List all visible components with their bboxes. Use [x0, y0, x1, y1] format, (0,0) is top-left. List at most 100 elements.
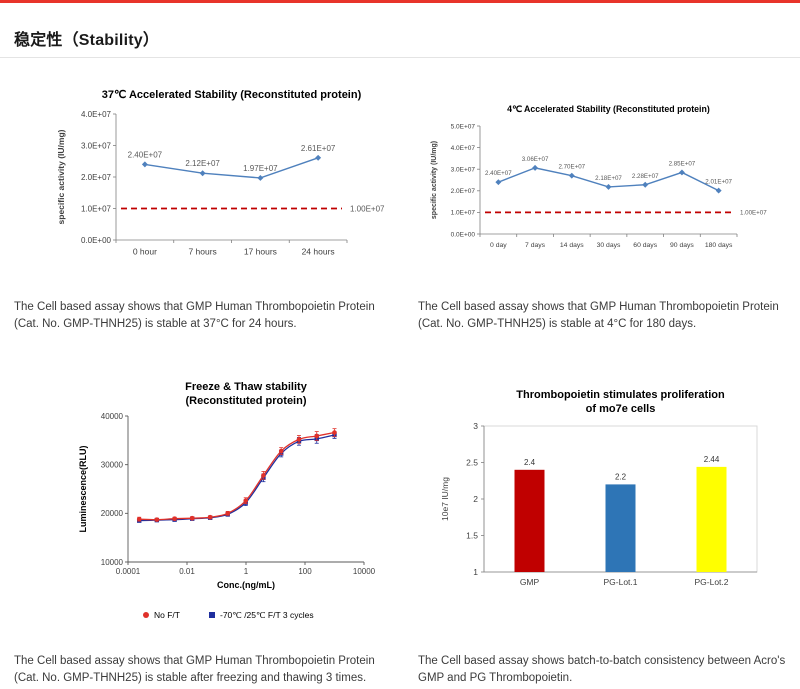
svg-text:14 days: 14 days	[560, 242, 584, 249]
svg-text:0.0E+00: 0.0E+00	[81, 236, 112, 245]
svg-text:7 days: 7 days	[525, 242, 546, 249]
svg-text:2.01E+07: 2.01E+07	[705, 179, 732, 186]
svg-text:30000: 30000	[101, 460, 124, 469]
svg-text:0.0001: 0.0001	[116, 567, 141, 576]
svg-text:GMP: GMP	[520, 577, 540, 587]
svg-text:1.5: 1.5	[466, 531, 478, 541]
svg-text:10000: 10000	[101, 558, 124, 567]
svg-text:-70℃ /25℃ F/T 3 cycles: -70℃ /25℃ F/T 3 cycles	[220, 610, 314, 620]
svg-text:2.12E+07: 2.12E+07	[185, 159, 220, 168]
svg-text:2.28E+07: 2.28E+07	[632, 173, 659, 180]
svg-text:3.0E+07: 3.0E+07	[81, 141, 112, 150]
data-point-marker	[315, 154, 322, 161]
svg-text:2.44: 2.44	[704, 455, 720, 464]
svg-text:4.0E+07: 4.0E+07	[81, 110, 112, 119]
caption-37c-stability: The Cell based assay shows that GMP Huma…	[14, 301, 375, 331]
svg-text:24 hours: 24 hours	[302, 247, 335, 257]
bar-PG-Lot.2	[696, 466, 727, 572]
chart-svg-freeze-thaw: Freeze & Thaw stability (Reconstituted pr…	[78, 381, 376, 620]
svg-text:1.00E+07: 1.00E+07	[740, 210, 767, 217]
svg-text:of mo7e cells: of mo7e cells	[586, 403, 656, 415]
caption-freeze-thaw: The Cell based assay shows that GMP Huma…	[14, 655, 375, 685]
svg-text:17 hours: 17 hours	[244, 247, 277, 257]
svg-text:4℃ Accelerated Stability (Rec: 4℃ Accelerated Stability (Reconstituted …	[507, 104, 710, 114]
svg-text:2.18E+07: 2.18E+07	[595, 175, 622, 182]
data-point-marker	[642, 181, 649, 188]
data-point-marker	[532, 164, 539, 171]
svg-text:0 day: 0 day	[490, 242, 507, 249]
svg-text:2.0E+07: 2.0E+07	[451, 188, 476, 195]
legend-marker-circle	[143, 612, 149, 618]
svg-text:specific activity (IU/mg): specific activity (IU/mg)	[56, 129, 66, 224]
svg-text:(Reconstituted protein): (Reconstituted protein)	[186, 395, 307, 407]
svg-text:0.0E+00: 0.0E+00	[451, 231, 476, 238]
svg-text:specific activity (IU/mg): specific activity (IU/mg)	[431, 141, 438, 219]
svg-text:37℃ Accelerated Stability (Rec: 37℃ Accelerated Stability (Reconstituted…	[102, 89, 362, 101]
data-point-marker	[678, 169, 685, 176]
chart-svg-batch-consistency: Thrombopoietin stimulates proliferation o…	[440, 389, 758, 587]
svg-text:2.40E+07: 2.40E+07	[485, 170, 512, 177]
chart-svg-stability-37c: 37℃ Accelerated Stability (Reconstituted…	[56, 89, 385, 257]
svg-text:7 hours: 7 hours	[188, 247, 216, 257]
data-point-marker	[257, 174, 264, 181]
svg-text:2.0E+07: 2.0E+07	[81, 173, 112, 182]
bar-PG-Lot.1	[605, 484, 636, 572]
svg-text:180 days: 180 days	[705, 242, 733, 249]
svg-text:PG-Lot.1: PG-Lot.1	[603, 577, 637, 587]
svg-text:0.01: 0.01	[179, 567, 195, 576]
data-point-marker	[141, 161, 148, 168]
svg-text:1.0E+07: 1.0E+07	[451, 210, 476, 217]
svg-text:3.0E+07: 3.0E+07	[451, 167, 476, 174]
page-title: 稳定性（Stability）	[14, 32, 160, 49]
svg-text:0 hour: 0 hour	[133, 247, 157, 257]
svg-text:Luminescence(RLU): Luminescence(RLU)	[78, 445, 88, 532]
chart-freeze-thaw-stability: Freeze & Thaw stability (Reconstituted pr…	[72, 376, 380, 631]
svg-text:PG-Lot.2: PG-Lot.2	[694, 577, 728, 587]
svg-text:2.70E+07: 2.70E+07	[558, 164, 585, 171]
section-divider	[0, 57, 800, 58]
svg-text:Freeze & Thaw stability: Freeze & Thaw stability	[185, 381, 308, 393]
bar-GMP	[514, 469, 545, 572]
data-point-marker	[495, 179, 502, 186]
svg-text:2.2: 2.2	[615, 472, 627, 481]
svg-text:3: 3	[473, 421, 478, 431]
svg-text:2: 2	[473, 494, 478, 504]
svg-text:3.06E+07: 3.06E+07	[522, 156, 549, 163]
svg-text:10000: 10000	[353, 567, 376, 576]
svg-text:100: 100	[298, 567, 312, 576]
legend-marker-square	[209, 612, 215, 618]
svg-text:10e7 IU/mg: 10e7 IU/mg	[440, 477, 450, 521]
svg-text:30 days: 30 days	[597, 242, 621, 249]
svg-text:2.85E+07: 2.85E+07	[669, 160, 696, 167]
svg-text:No F/T: No F/T	[154, 610, 180, 620]
data-point-marker	[605, 183, 612, 190]
svg-text:2.4: 2.4	[524, 458, 536, 467]
svg-text:1.00E+07: 1.00E+07	[350, 204, 385, 213]
svg-text:4.0E+07: 4.0E+07	[451, 145, 476, 152]
svg-text:2.61E+07: 2.61E+07	[301, 144, 336, 153]
data-point-marker	[568, 172, 575, 179]
chart-batch-consistency-bars: Thrombopoietin stimulates proliferation o…	[426, 384, 781, 615]
svg-text:2.5: 2.5	[466, 458, 478, 468]
top-accent-bar	[0, 0, 800, 3]
chart-svg-stability-4c: 4℃ Accelerated Stability (Reconstituted …	[431, 104, 767, 249]
svg-text:40000: 40000	[101, 412, 124, 421]
data-point-marker	[199, 170, 206, 177]
chart-4c-accelerated-stability: 4℃ Accelerated Stability (Reconstituted …	[426, 100, 783, 265]
svg-text:1.97E+07: 1.97E+07	[243, 164, 278, 173]
svg-text:20000: 20000	[101, 509, 124, 518]
svg-text:1: 1	[244, 567, 249, 576]
svg-text:2.40E+07: 2.40E+07	[128, 150, 163, 159]
svg-text:1.0E+07: 1.0E+07	[81, 204, 112, 213]
svg-text:Thrombopoietin stimulates prol: Thrombopoietin stimulates proliferation	[516, 389, 725, 401]
svg-text:5.0E+07: 5.0E+07	[451, 123, 476, 130]
caption-batch-consistency: The Cell based assay shows batch-to-batc…	[418, 655, 786, 685]
svg-text:Conc.(ng/mL): Conc.(ng/mL)	[217, 580, 275, 590]
svg-text:60 days: 60 days	[633, 242, 657, 249]
caption-4c-stability: The Cell based assay shows that GMP Huma…	[418, 301, 779, 331]
chart-37c-accelerated-stability: 37℃ Accelerated Stability (Reconstituted…	[52, 84, 397, 281]
series-curve	[139, 431, 335, 521]
data-point-marker	[715, 187, 722, 194]
svg-text:90 days: 90 days	[670, 242, 694, 249]
